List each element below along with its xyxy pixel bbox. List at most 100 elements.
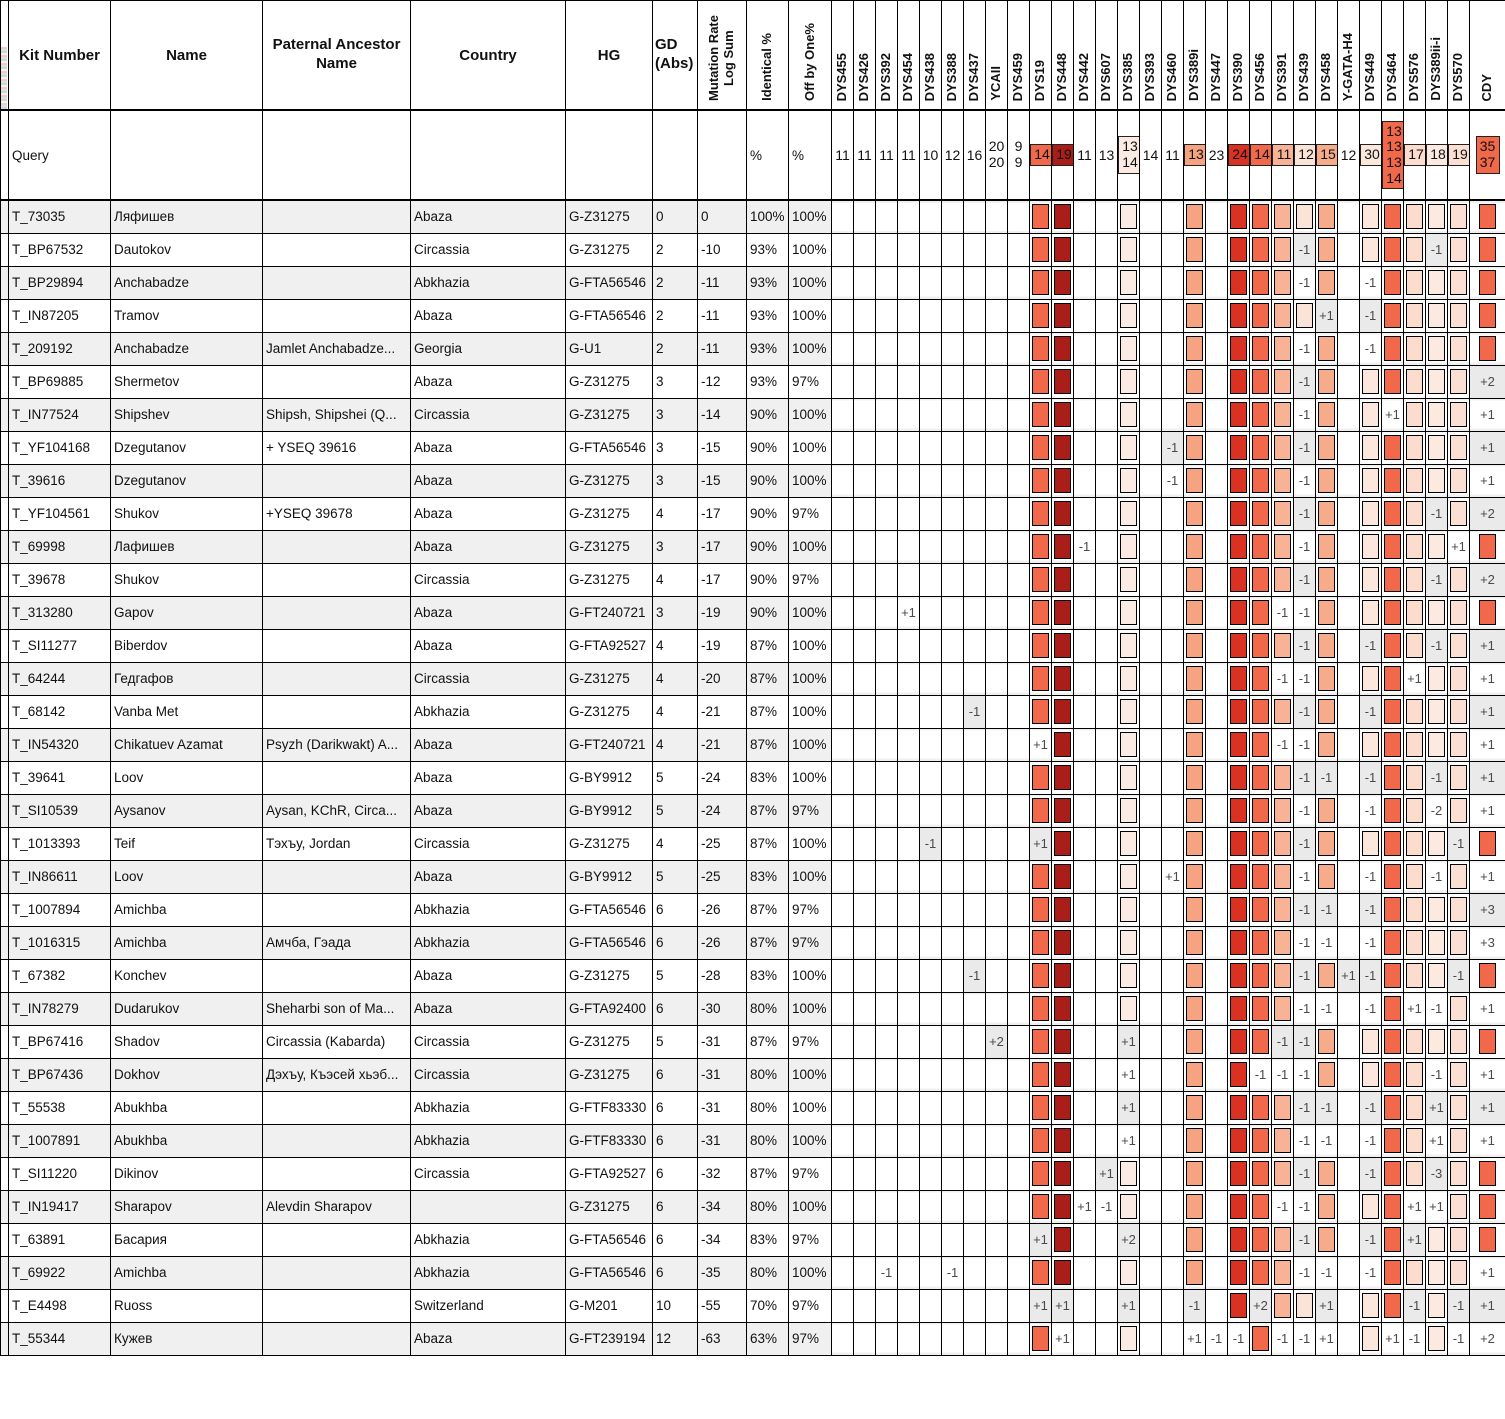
offset-value-DYS389i: -1: [1183, 1288, 1206, 1323]
identical-cell: 100%: [746, 199, 789, 234]
cell-DYS456: [1249, 727, 1272, 762]
offset-value-DYS449: -1: [1359, 793, 1382, 828]
cell-DYS439: [1293, 1288, 1316, 1323]
cell-DYS438: [919, 1024, 942, 1059]
match-fill: [1274, 963, 1291, 988]
ancestor-cell: [262, 958, 411, 993]
ancestor-cell: [262, 1255, 411, 1290]
mrls-cell: -20: [697, 661, 747, 696]
match-fill: [1120, 336, 1137, 361]
cell-DYS460: [1161, 397, 1184, 432]
cell-DYS460: [1161, 661, 1184, 696]
gd-cell: 4: [652, 826, 698, 861]
cell-DYS459: [1007, 760, 1030, 795]
cell-DYS438: [919, 232, 942, 267]
cell-DYS388: [941, 1024, 964, 1059]
match-fill: [1032, 666, 1049, 691]
offset-value-DYS439: -1: [1293, 1321, 1316, 1356]
hg-cell: G-FTF83330: [565, 1123, 653, 1158]
cell-DYS389i: [1183, 628, 1206, 663]
match-fill: [1318, 336, 1335, 361]
marker-header-label: DYS437: [966, 52, 982, 101]
cell-DYS390: [1227, 826, 1250, 861]
table-row: T_SI11220 Dikinov Circassia G-FTA92527 6 -32 8…: [0, 1156, 1505, 1191]
cell-DYS426: [853, 298, 876, 333]
cell-DYS570: [1447, 199, 1470, 234]
cell-DYS458: [1315, 1189, 1338, 1224]
cell-DYS385: [1117, 826, 1140, 861]
col-header-identical-pct: Identical %: [746, 0, 789, 111]
cell-DYS454: [897, 298, 920, 333]
match-fill: [1450, 996, 1467, 1021]
query-ancestor: [262, 109, 411, 201]
match-fill: [1054, 666, 1071, 691]
query-country: [410, 109, 566, 201]
cell-DYS456: [1249, 892, 1272, 927]
match-fill: [1252, 1194, 1269, 1219]
match-fill: [1032, 1095, 1049, 1120]
match-fill: [1032, 303, 1049, 328]
offset-value-DYS449: -1: [1359, 1255, 1382, 1290]
cell-DYS449: [1359, 595, 1382, 630]
cell-Y-GATA-H4: [1337, 1090, 1360, 1125]
left-gutter-cell: [0, 727, 9, 762]
match-fill: [1120, 1326, 1137, 1351]
match-fill: [1054, 798, 1071, 823]
match-fill: [1186, 468, 1203, 493]
cell-DYS426: [853, 661, 876, 696]
cell-DYS460: [1161, 1123, 1184, 1158]
marker-header-label: DYS460: [1164, 52, 1180, 101]
cell-DYS447: [1205, 793, 1228, 828]
cell-DYS459: [1007, 958, 1030, 993]
match-fill: [1450, 732, 1467, 757]
offset-value-CDY: +1: [1469, 859, 1505, 894]
match-fill: [1274, 1293, 1291, 1318]
query-marker-DYS389ii-i: 18: [1425, 109, 1448, 201]
match-fill: [1252, 567, 1269, 592]
left-gutter-cell: [0, 925, 9, 960]
cell-Y-GATA-H4: [1337, 1024, 1360, 1059]
cell-DYS449: [1359, 496, 1382, 531]
cell-DYS455: [831, 1123, 854, 1158]
match-fill: [1230, 1062, 1247, 1087]
cell-DYS447: [1205, 892, 1228, 927]
cell-DYS393: [1139, 595, 1162, 630]
marker-header-label: DYS389ii-i: [1428, 37, 1444, 101]
offset-value-DYS439: -1: [1293, 628, 1316, 663]
cell-DYS459: [1007, 727, 1030, 762]
cell-DYS570: [1447, 1189, 1470, 1224]
offset-value-CDY: +1: [1469, 991, 1505, 1026]
match-fill: [1120, 831, 1137, 856]
cell-DYS460: [1161, 265, 1184, 300]
name-cell: Ляфишев: [110, 199, 263, 234]
ancestor-cell: Alevdin Sharapov: [262, 1189, 411, 1224]
cell-DYS464: [1381, 1024, 1404, 1059]
match-fill: [1230, 468, 1247, 493]
cell-DYS607: [1095, 892, 1118, 927]
offset-value-DYS439: -1: [1293, 1123, 1316, 1158]
ancestor-cell: Дэхъу, Къэсей хьэб...: [262, 1057, 411, 1092]
name-cell: Abukhba: [110, 1123, 263, 1158]
cell-DYS437: [963, 1156, 986, 1191]
cell-DYS454: [897, 1255, 920, 1290]
match-fill: [1230, 369, 1247, 394]
cell-DYS448: [1051, 595, 1074, 630]
cell-DYS393: [1139, 463, 1162, 498]
cell-DYS576: [1403, 760, 1426, 795]
cell-DYS390: [1227, 628, 1250, 663]
match-fill: [1274, 369, 1291, 394]
match-fill: [1384, 897, 1401, 922]
match-fill: [1274, 534, 1291, 559]
query-marker-CDY: 35 37: [1469, 109, 1505, 201]
cell-YCAII: [985, 760, 1008, 795]
cell-DYS19: [1029, 529, 1052, 564]
query-mrls: [697, 109, 747, 201]
match-fill: [1186, 270, 1203, 295]
cell-DYS454: [897, 892, 920, 927]
match-fill: [1406, 369, 1423, 394]
cell-DYS385: [1117, 562, 1140, 597]
match-fill: [1384, 798, 1401, 823]
cell-DYS390: [1227, 199, 1250, 234]
cell-DYS390: [1227, 1057, 1250, 1092]
match-fill: [1054, 501, 1071, 526]
